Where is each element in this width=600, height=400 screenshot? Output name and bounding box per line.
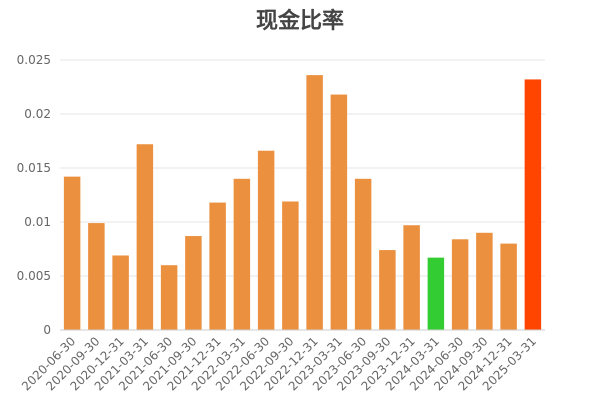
- y-tick-label: 0.02: [24, 107, 51, 121]
- bar-2021-09-30[interactable]: [185, 236, 202, 330]
- bar-2023-12-31[interactable]: [403, 225, 420, 330]
- y-tick-label: 0.01: [24, 215, 51, 229]
- x-axis: 2020-06-302020-09-302020-12-312021-03-31…: [19, 329, 545, 393]
- y-axis: 0 0.005 0.01 0.015 0.02 0.025: [17, 53, 51, 337]
- bar-2022-12-31[interactable]: [306, 75, 323, 331]
- bar-2022-06-30[interactable]: [257, 150, 275, 330]
- bar-2020-12-31[interactable]: [112, 255, 129, 330]
- bar-2021-03-31[interactable]: [136, 144, 154, 330]
- bar-2023-09-30[interactable]: [379, 250, 396, 330]
- bar-2022-09-30[interactable]: [282, 201, 299, 330]
- chart-title: 现金比率: [256, 8, 344, 34]
- y-tick-label: 0.005: [17, 269, 51, 283]
- y-tick-label: 0: [43, 323, 51, 337]
- y-tick-label: 0.025: [17, 53, 51, 67]
- bar-2023-03-31[interactable]: [330, 94, 348, 330]
- bar-2023-06-30[interactable]: [354, 178, 372, 330]
- bar-2024-06-30[interactable]: [451, 239, 469, 330]
- bar-2020-06-30[interactable]: [63, 176, 81, 330]
- bar-2025-03-31[interactable]: [524, 79, 542, 330]
- bar-2024-03-31[interactable]: [427, 257, 445, 330]
- bar-2024-12-31[interactable]: [500, 243, 517, 330]
- bar-2021-06-30[interactable]: [160, 265, 178, 330]
- bar-2021-12-31[interactable]: [209, 202, 226, 330]
- bar-2020-09-30[interactable]: [88, 223, 105, 330]
- bar-2024-09-30[interactable]: [476, 232, 493, 330]
- y-tick-label: 0.015: [17, 161, 51, 175]
- gridlines: [60, 59, 545, 331]
- bars: [63, 75, 542, 331]
- bar-2022-03-31[interactable]: [233, 178, 251, 330]
